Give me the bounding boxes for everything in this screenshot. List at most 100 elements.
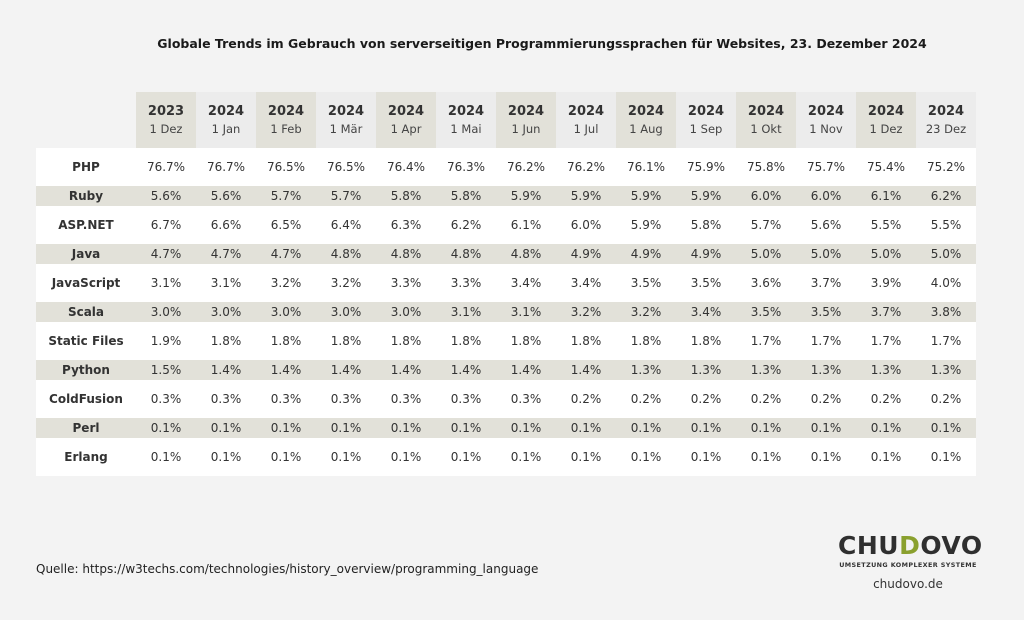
table-cell: 0.3% (256, 380, 316, 418)
row-label: Ruby (36, 186, 136, 206)
table-cell: 0.1% (676, 438, 736, 476)
table-cell: 3.8% (916, 302, 976, 322)
table-cell: 0.2% (556, 380, 616, 418)
table-cell: 5.6% (136, 186, 196, 206)
table-cell: 0.2% (616, 380, 676, 418)
table-cell: 1.8% (376, 322, 436, 360)
column-date: 1 Sep (689, 122, 723, 136)
row-label: Java (36, 244, 136, 264)
table-row: Erlang 0.1% 0.1% 0.1% 0.1% 0.1% 0.1% 0.1% 0.1% 0.… (36, 438, 976, 476)
table-cell: 1.7% (736, 322, 796, 360)
table-cell: 1.4% (376, 360, 436, 380)
table-cell: 5.7% (256, 186, 316, 206)
column-date: 1 Feb (270, 122, 302, 136)
column-date: 1 Nov (809, 122, 843, 136)
column-header: 2024 1 Aug (616, 92, 676, 148)
header-row: 2023 1 Dez 2024 1 Jan 2024 1 Feb 2024 1 Mär 2024… (36, 92, 976, 148)
table-cell: 1.9% (136, 322, 196, 360)
table-cell: 3.2% (616, 302, 676, 322)
row-label: Python (36, 360, 136, 380)
brand-logo: CHUDOVO UMSETZUNG KOMPLEXER SYSTEME chud… (838, 532, 982, 592)
table-cell: 1.8% (436, 322, 496, 360)
table-cell: 6.2% (436, 206, 496, 244)
table-cell: 3.5% (736, 302, 796, 322)
table-cell: 75.4% (856, 148, 916, 186)
table-cell: 0.1% (136, 438, 196, 476)
column-year: 2024 (867, 104, 905, 119)
table-cell: 5.0% (916, 244, 976, 264)
table-cell: 0.2% (736, 380, 796, 418)
column-year: 2024 (567, 104, 605, 119)
table-cell: 0.1% (796, 418, 856, 438)
column-header: 2024 1 Sep (676, 92, 736, 148)
table-cell: 0.1% (376, 418, 436, 438)
table-row: ColdFusion 0.3% 0.3% 0.3% 0.3% 0.3% 0.3% 0.3% 0.… (36, 380, 976, 418)
table-cell: 75.9% (676, 148, 736, 186)
table-cell: 4.7% (196, 244, 256, 264)
table-cell: 6.7% (136, 206, 196, 244)
table-cell: 4.8% (316, 244, 376, 264)
table-cell: 6.6% (196, 206, 256, 244)
table-cell: 4.8% (436, 244, 496, 264)
column-date: 1 Apr (390, 122, 422, 136)
table-cell: 0.2% (796, 380, 856, 418)
row-label: Static Files (36, 322, 136, 360)
brand-wordmark: CHUDOVO (838, 532, 982, 560)
row-label: ASP.NET (36, 206, 136, 244)
table-cell: 0.1% (316, 418, 376, 438)
brand-tagline: UMSETZUNG KOMPLEXER SYSTEME (839, 561, 977, 569)
table-cell: 0.1% (436, 418, 496, 438)
table-cell: 76.2% (556, 148, 616, 186)
column-date: 1 Mai (450, 122, 482, 136)
table-cell: 4.9% (616, 244, 676, 264)
table-cell: 3.3% (436, 264, 496, 302)
table-cell: 0.2% (676, 380, 736, 418)
table-cell: 5.8% (376, 186, 436, 206)
table-cell: 3.9% (856, 264, 916, 302)
table-cell: 6.2% (916, 186, 976, 206)
table-cell: 6.1% (496, 206, 556, 244)
table-cell: 1.8% (496, 322, 556, 360)
column-header: 2024 1 Jul (556, 92, 616, 148)
column-date: 1 Dez (149, 122, 183, 136)
table-cell: 1.4% (256, 360, 316, 380)
column-year: 2023 (147, 104, 185, 119)
table-cell: 0.1% (916, 418, 976, 438)
table-cell: 5.9% (616, 206, 676, 244)
table-cell: 3.0% (256, 302, 316, 322)
table-cell: 5.9% (496, 186, 556, 206)
column-year: 2024 (327, 104, 365, 119)
table-cell: 76.4% (376, 148, 436, 186)
column-date: 1 Mär (329, 122, 363, 136)
table-cell: 3.5% (616, 264, 676, 302)
data-table: 2023 1 Dez 2024 1 Jan 2024 1 Feb 2024 1 Mär 2024… (36, 92, 976, 476)
table-cell: 0.1% (496, 438, 556, 476)
column-year: 2024 (387, 104, 425, 119)
table-cell: 1.3% (676, 360, 736, 380)
table-cell: 6.0% (556, 206, 616, 244)
table-cell: 5.7% (736, 206, 796, 244)
table-cell: 1.8% (196, 322, 256, 360)
table-cell: 3.4% (496, 264, 556, 302)
column-year: 2024 (447, 104, 485, 119)
column-date: 1 Jun (511, 122, 541, 136)
table-cell: 0.1% (856, 418, 916, 438)
column-year: 2024 (927, 104, 965, 119)
table-cell: 0.1% (556, 418, 616, 438)
table-cell: 5.7% (316, 186, 376, 206)
table-cell: 3.2% (316, 264, 376, 302)
table-cell: 3.1% (496, 302, 556, 322)
table-cell: 3.2% (256, 264, 316, 302)
table-cell: 76.5% (316, 148, 376, 186)
table-cell: 5.9% (616, 186, 676, 206)
table-cell: 6.4% (316, 206, 376, 244)
table-cell: 0.2% (856, 380, 916, 418)
table-cell: 1.4% (196, 360, 256, 380)
column-header: 2024 23 Dez (916, 92, 976, 148)
table-cell: 0.1% (256, 418, 316, 438)
table-cell: 4.8% (496, 244, 556, 264)
table-row: Python 1.5% 1.4% 1.4% 1.4% 1.4% 1.4% 1.4% 1.4% 1.… (36, 360, 976, 380)
table-cell: 3.4% (676, 302, 736, 322)
table-cell: 3.1% (196, 264, 256, 302)
table-cell: 3.4% (556, 264, 616, 302)
